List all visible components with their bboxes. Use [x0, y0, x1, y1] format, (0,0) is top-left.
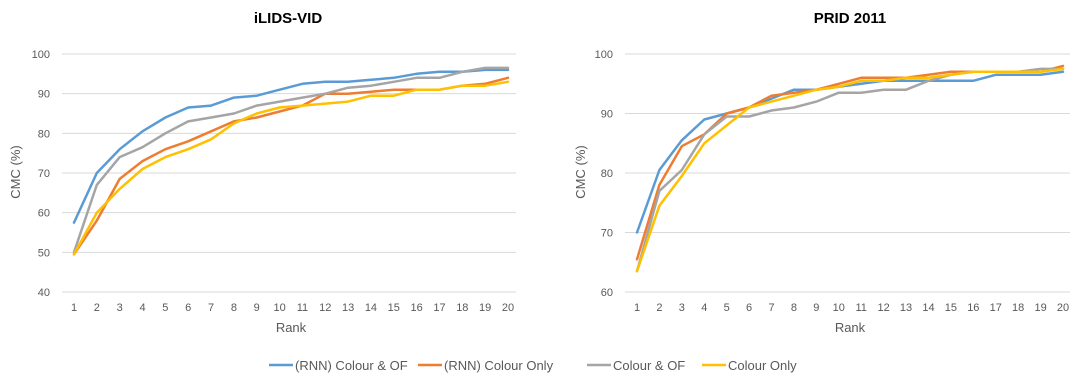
- x-tick-label: 4: [139, 302, 145, 314]
- x-tick-label: 14: [922, 302, 934, 314]
- legend-item: Colour & OF: [587, 358, 685, 373]
- legend-label: Colour Only: [728, 358, 797, 373]
- y-tick-label: 40: [38, 287, 50, 299]
- legend-label: Colour & OF: [613, 358, 685, 373]
- y-tick-label: 50: [38, 247, 50, 259]
- x-tick-label: 12: [319, 302, 331, 314]
- x-tick-label: 5: [162, 302, 168, 314]
- x-tick-label: 17: [990, 302, 1002, 314]
- x-tick-label: 10: [273, 302, 285, 314]
- x-tick-label: 9: [254, 302, 260, 314]
- x-tick-label: 19: [1034, 302, 1046, 314]
- legend: (RNN) Colour & OF (RNN) Colour Only Colo…: [269, 358, 797, 373]
- x-tick-label: 3: [679, 302, 685, 314]
- x-tick-label: 14: [365, 302, 377, 314]
- y-tick-label: 90: [38, 89, 50, 101]
- x-tick-label: 16: [967, 302, 979, 314]
- y-tick-label: 100: [32, 49, 50, 61]
- x-tick-label: 11: [297, 302, 308, 314]
- x-tick-label: 17: [433, 302, 445, 314]
- legend-label: (RNN) Colour & OF: [295, 358, 408, 373]
- series-line: [72, 76, 510, 256]
- x-tick-label: 18: [456, 302, 468, 314]
- x-tick-label: 19: [479, 302, 491, 314]
- x-axis-label: Rank: [835, 320, 866, 335]
- series-line: [635, 70, 1065, 234]
- series-line: [72, 68, 510, 224]
- legend-item: (RNN) Colour Only: [418, 358, 554, 373]
- x-tick-label: 13: [342, 302, 354, 314]
- legend-label: (RNN) Colour Only: [444, 358, 554, 373]
- series-line: [635, 67, 1065, 273]
- chart-title: iLIDS-VID: [254, 10, 323, 27]
- x-tick-label: 1: [71, 302, 77, 314]
- x-tick-label: 13: [900, 302, 912, 314]
- y-tick-label: 80: [38, 128, 50, 140]
- x-tick-label: 4: [701, 302, 707, 314]
- x-tick-label: 18: [1012, 302, 1024, 314]
- y-tick-label: 70: [38, 168, 50, 180]
- x-tick-label: 12: [878, 302, 890, 314]
- x-tick-label: 15: [388, 302, 400, 314]
- y-tick-label: 100: [595, 49, 613, 61]
- x-tick-label: 20: [1057, 302, 1069, 314]
- x-tick-label: 8: [231, 302, 237, 314]
- chart-title: PRID 2011: [814, 10, 887, 27]
- x-tick-label: 6: [185, 302, 191, 314]
- x-tick-label: 11: [855, 302, 866, 314]
- x-tick-label: 15: [945, 302, 957, 314]
- series-line: [635, 67, 1065, 273]
- x-tick-label: 5: [724, 302, 730, 314]
- x-axis-label: Rank: [276, 320, 307, 335]
- y-tick-label: 80: [601, 168, 613, 180]
- y-tick-label: 60: [601, 287, 613, 299]
- x-tick-label: 20: [502, 302, 514, 314]
- y-tick-label: 60: [38, 208, 50, 220]
- x-tick-label: 7: [768, 302, 774, 314]
- y-tick-label: 70: [601, 228, 613, 240]
- series-line: [72, 66, 510, 254]
- legend-item: Colour Only: [702, 358, 797, 373]
- x-tick-label: 9: [813, 302, 819, 314]
- y-axis-label: CMC (%): [8, 145, 23, 198]
- legend-item: (RNN) Colour & OF: [269, 358, 408, 373]
- y-axis-label: CMC (%): [573, 145, 588, 198]
- x-tick-label: 16: [411, 302, 423, 314]
- x-tick-label: 8: [791, 302, 797, 314]
- y-tick-label: 90: [601, 109, 613, 121]
- x-tick-label: 7: [208, 302, 214, 314]
- x-tick-label: 2: [94, 302, 100, 314]
- series-line: [72, 80, 510, 256]
- x-tick-label: 10: [833, 302, 845, 314]
- x-tick-label: 3: [117, 302, 123, 314]
- series-line: [635, 64, 1065, 261]
- x-tick-label: 1: [634, 302, 640, 314]
- x-tick-label: 6: [746, 302, 752, 314]
- x-tick-label: 2: [656, 302, 662, 314]
